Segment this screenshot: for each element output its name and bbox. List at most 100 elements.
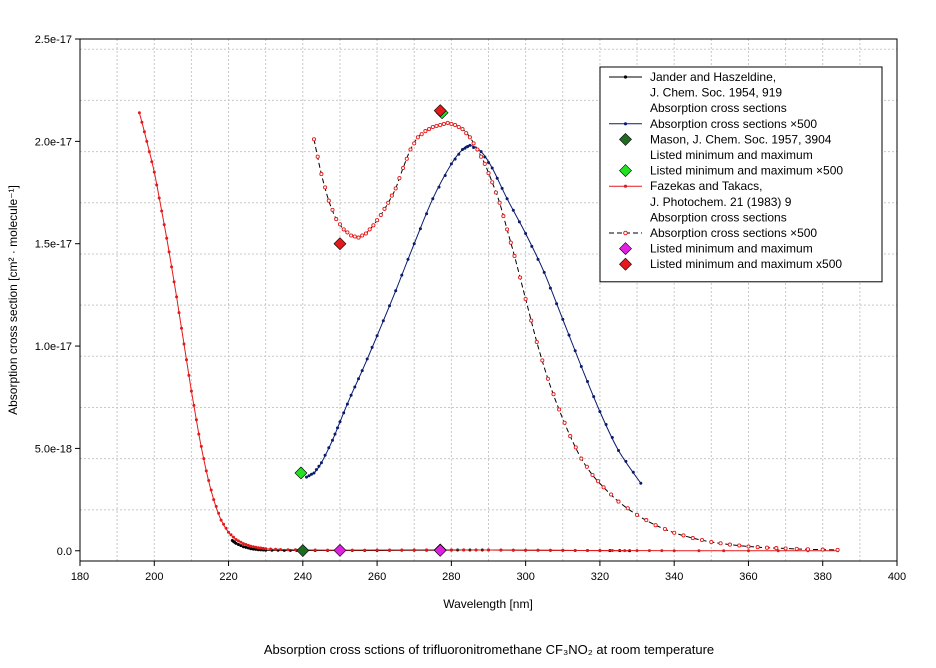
data-point bbox=[217, 511, 221, 515]
data-point bbox=[239, 540, 243, 544]
data-point bbox=[709, 539, 714, 545]
legend-diamond-symbol bbox=[619, 257, 632, 271]
data-point bbox=[338, 420, 342, 424]
legend-entry-2: Mason, J. Chem. Soc. 1957, 3904 Listed mi… bbox=[619, 132, 832, 162]
legend-entry-0: Jander and Haszeldine, J. Chem. Soc. 1954… bbox=[609, 70, 787, 115]
data-point bbox=[764, 545, 770, 550]
data-point bbox=[604, 423, 608, 426]
data-point bbox=[357, 377, 360, 381]
data-point bbox=[360, 233, 365, 238]
legend-diamond-symbol bbox=[619, 132, 632, 146]
data-point bbox=[140, 120, 144, 124]
y-tick-label: 5.0e-18 bbox=[35, 443, 72, 455]
x-axis-label: Wavelength [nm] bbox=[443, 597, 533, 611]
data-point bbox=[568, 434, 573, 439]
x-tick-label: 320 bbox=[591, 571, 609, 583]
data-point bbox=[319, 461, 323, 465]
series-layer bbox=[137, 111, 840, 553]
legend-label: Listed minimum and maximum x500 bbox=[650, 257, 842, 271]
data-point bbox=[326, 198, 331, 203]
data-point bbox=[835, 547, 840, 552]
data-point bbox=[639, 481, 643, 485]
legend-entry-6: Listed minimum and maximum bbox=[619, 242, 813, 256]
data-point bbox=[460, 127, 465, 132]
marker-set-3 bbox=[333, 104, 447, 251]
data-point bbox=[177, 311, 181, 315]
data-point bbox=[155, 183, 159, 187]
data-point bbox=[418, 227, 422, 231]
data-point bbox=[315, 154, 320, 159]
data-point bbox=[388, 304, 391, 308]
data-point bbox=[598, 410, 602, 414]
x-tick-label: 260 bbox=[368, 571, 386, 583]
data-point bbox=[147, 150, 151, 154]
data-point bbox=[746, 544, 751, 549]
data-point bbox=[363, 548, 367, 552]
x-tick-label: 300 bbox=[516, 571, 534, 583]
data-point bbox=[425, 548, 429, 552]
data-point bbox=[805, 547, 810, 552]
data-point bbox=[349, 233, 354, 238]
data-point bbox=[246, 543, 250, 547]
data-point bbox=[167, 250, 171, 254]
data-point bbox=[194, 418, 198, 422]
data-point bbox=[443, 174, 447, 177]
data-point bbox=[404, 156, 409, 161]
legend-entry-7: Listed minimum and maximum x500 bbox=[619, 257, 842, 271]
data-point bbox=[401, 165, 406, 171]
data-point bbox=[419, 132, 424, 137]
data-point bbox=[254, 545, 258, 549]
data-point bbox=[209, 488, 213, 492]
data-point bbox=[336, 426, 339, 430]
data-point bbox=[590, 472, 595, 478]
data-point bbox=[610, 549, 614, 552]
data-point bbox=[561, 548, 565, 552]
x-tick-label: 180 bbox=[71, 571, 89, 583]
data-point bbox=[647, 549, 651, 553]
data-point bbox=[415, 135, 420, 140]
data-point bbox=[249, 547, 253, 551]
data-point bbox=[224, 526, 228, 530]
plot-frame bbox=[79, 38, 898, 562]
data-point bbox=[561, 317, 565, 321]
legend-dot-symbol bbox=[623, 122, 628, 126]
data-point bbox=[672, 549, 676, 553]
data-point bbox=[331, 438, 334, 442]
data-point bbox=[236, 539, 240, 543]
data-point bbox=[653, 523, 658, 528]
diamond-marker bbox=[294, 466, 308, 480]
marker-set-1 bbox=[294, 106, 449, 480]
x-tick-label: 280 bbox=[442, 571, 460, 583]
data-point bbox=[323, 453, 327, 457]
data-point bbox=[662, 526, 667, 532]
data-point bbox=[722, 549, 726, 553]
data-point bbox=[314, 468, 318, 472]
data-point bbox=[227, 530, 230, 534]
data-point bbox=[341, 227, 346, 232]
legend-label: Absorption cross sections ×500 bbox=[650, 226, 817, 240]
y-axis-label: Absorption cross section [cm² · molecule… bbox=[6, 185, 20, 415]
data-point bbox=[499, 548, 503, 552]
data-point bbox=[529, 318, 534, 323]
diamond-marker bbox=[296, 544, 310, 557]
data-point bbox=[497, 200, 502, 205]
legend-dot-symbol bbox=[623, 75, 628, 79]
x-tick-label: 240 bbox=[294, 571, 312, 583]
data-point bbox=[172, 280, 176, 284]
data-point bbox=[548, 286, 552, 290]
data-point bbox=[586, 380, 589, 383]
x-tick-label: 220 bbox=[219, 571, 237, 583]
data-point bbox=[505, 197, 509, 201]
data-point bbox=[274, 547, 278, 551]
data-point bbox=[449, 162, 453, 166]
data-point bbox=[353, 385, 357, 389]
data-point bbox=[152, 170, 156, 174]
data-point bbox=[500, 186, 504, 190]
data-point bbox=[747, 549, 750, 553]
data-point bbox=[175, 295, 179, 299]
data-point bbox=[241, 545, 245, 549]
data-point bbox=[232, 535, 235, 539]
data-point bbox=[199, 444, 203, 448]
data-point bbox=[479, 150, 483, 154]
chart-caption: Absorption cross sctions of trifluoronit… bbox=[264, 642, 714, 657]
